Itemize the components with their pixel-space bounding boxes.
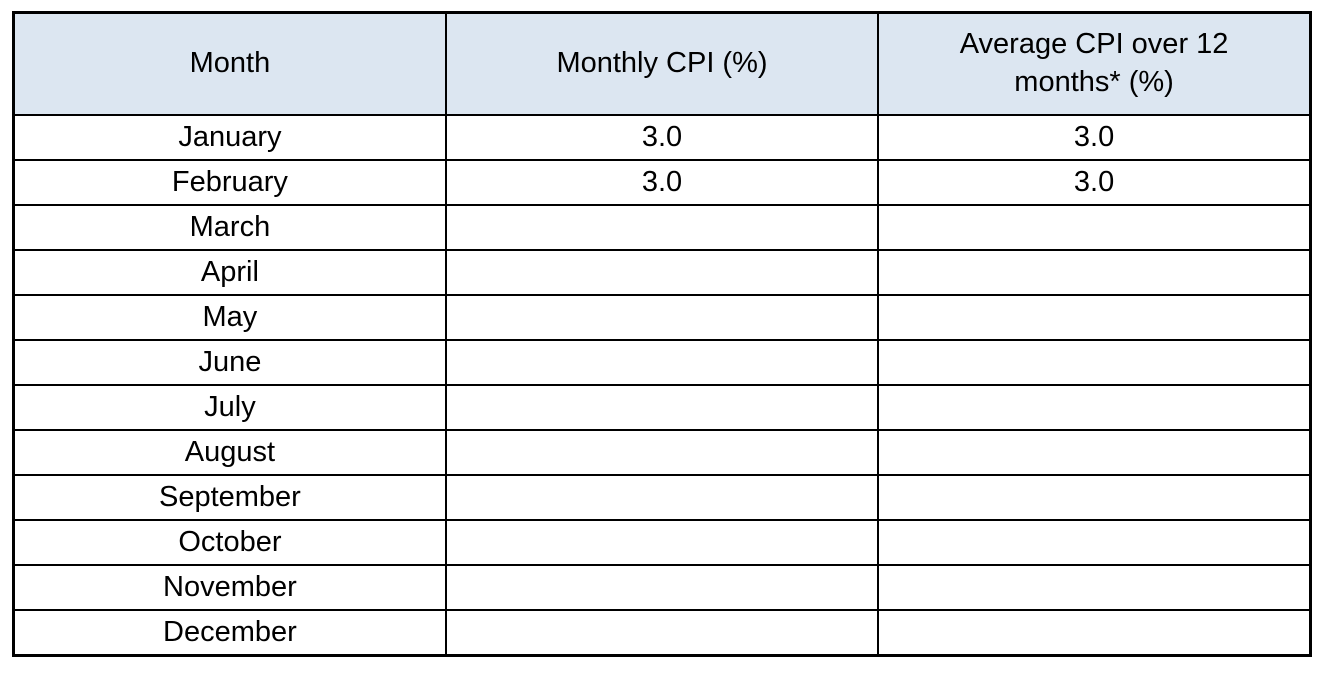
- cpi-table: Month Monthly CPI (%) Average CPI over 1…: [12, 11, 1312, 657]
- month-cell: December: [12, 609, 447, 657]
- month-cell: May: [12, 294, 447, 341]
- avg-cpi-cell: [877, 519, 1312, 566]
- header-month-label: Month: [189, 47, 271, 80]
- monthly-cpi-cell: [444, 429, 880, 476]
- table-body: January 3.0 3.0 February 3.0 3.0 March April May…: [12, 114, 1312, 657]
- monthly-cpi-cell: [444, 294, 880, 341]
- table-row: April: [12, 249, 1312, 296]
- avg-cpi-cell: [877, 384, 1312, 431]
- avg-cpi-cell: [877, 249, 1312, 296]
- header-monthly-cpi-label: Monthly CPI (%): [556, 47, 768, 80]
- month-cell: September: [12, 474, 447, 521]
- avg-cpi-cell: [877, 609, 1312, 657]
- avg-cpi-cell: [877, 204, 1312, 251]
- monthly-cpi-cell: [444, 474, 880, 521]
- avg-cpi-cell: [877, 294, 1312, 341]
- table-row: October: [12, 519, 1312, 566]
- monthly-cpi-cell: [444, 384, 880, 431]
- avg-cpi-cell: 3.0: [877, 114, 1312, 161]
- table-row: February 3.0 3.0: [12, 159, 1312, 206]
- month-cell: June: [12, 339, 447, 386]
- month-cell: January: [12, 114, 447, 161]
- month-cell: July: [12, 384, 447, 431]
- table-row: August: [12, 429, 1312, 476]
- monthly-cpi-cell: [444, 249, 880, 296]
- avg-cpi-cell: 3.0: [877, 159, 1312, 206]
- monthly-cpi-cell: [444, 204, 880, 251]
- header-row: Month Monthly CPI (%) Average CPI over 1…: [12, 11, 1312, 116]
- table-row: January 3.0 3.0: [12, 114, 1312, 161]
- monthly-cpi-cell: [444, 339, 880, 386]
- month-cell: February: [12, 159, 447, 206]
- header-monthly-cpi: Monthly CPI (%): [444, 11, 880, 116]
- monthly-cpi-cell: 3.0: [444, 159, 880, 206]
- avg-cpi-cell: [877, 429, 1312, 476]
- table-row: September: [12, 474, 1312, 521]
- header-avg-cpi: Average CPI over 12 months* (%): [877, 11, 1312, 116]
- month-cell: March: [12, 204, 447, 251]
- avg-cpi-cell: [877, 474, 1312, 521]
- table-row: June: [12, 339, 1312, 386]
- month-cell: October: [12, 519, 447, 566]
- avg-cpi-cell: [877, 339, 1312, 386]
- table-row: May: [12, 294, 1312, 341]
- table-header: Month Monthly CPI (%) Average CPI over 1…: [12, 11, 1312, 116]
- header-avg-cpi-label: Average CPI over 12 months* (%): [959, 28, 1229, 98]
- month-cell: August: [12, 429, 447, 476]
- table-row: March: [12, 204, 1312, 251]
- monthly-cpi-cell: [444, 519, 880, 566]
- table-row: November: [12, 564, 1312, 611]
- header-month: Month: [12, 11, 447, 116]
- monthly-cpi-cell: [444, 609, 880, 657]
- month-cell: April: [12, 249, 447, 296]
- month-cell: November: [12, 564, 447, 611]
- table-row: December: [12, 609, 1312, 657]
- avg-cpi-cell: [877, 564, 1312, 611]
- monthly-cpi-cell: 3.0: [444, 114, 880, 161]
- monthly-cpi-cell: [444, 564, 880, 611]
- table-row: July: [12, 384, 1312, 431]
